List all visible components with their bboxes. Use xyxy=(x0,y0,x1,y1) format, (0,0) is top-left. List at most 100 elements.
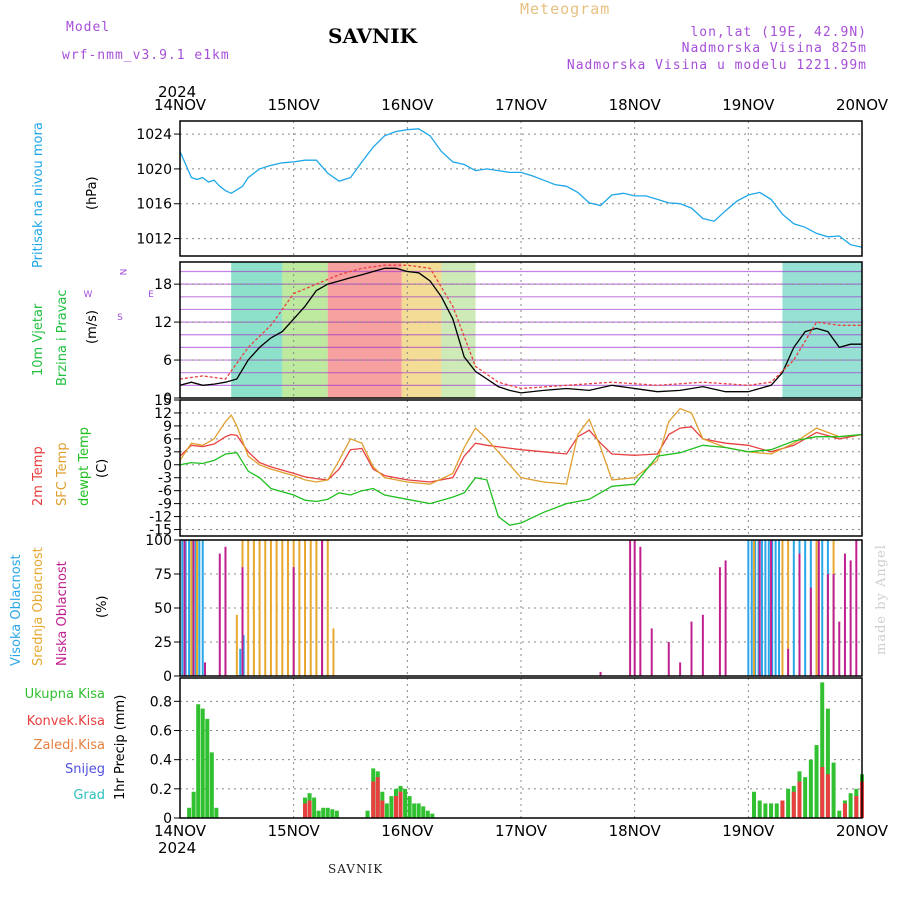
bar-mark-1 xyxy=(281,540,284,676)
y-tick-label: 0 xyxy=(163,458,172,474)
time-tick-top: 15NOV xyxy=(268,96,321,114)
bar-mark-1 xyxy=(258,540,261,676)
y-tick-label: 1016 xyxy=(136,197,172,213)
y-tick-label: 0 xyxy=(163,391,172,407)
bar-mark-0 xyxy=(191,791,196,818)
bar-mark-0 xyxy=(825,708,830,818)
y-tick-label: 15 xyxy=(154,393,172,409)
bar-mark-0 xyxy=(325,807,330,818)
panel-0: 1024 1020 1016 1012 xyxy=(136,120,863,257)
bar-mark-1 xyxy=(815,540,818,676)
bar-mark-1 xyxy=(190,540,193,676)
wind-band xyxy=(441,262,476,398)
y-tick-label: 75 xyxy=(154,567,172,583)
bar-mark-0 xyxy=(334,810,339,818)
bar-mark-1 xyxy=(780,800,785,818)
elevation-label: Nadmorska Visina 825m xyxy=(681,41,867,56)
bar-mark-1 xyxy=(196,540,199,676)
bar-mark-2 xyxy=(241,567,244,676)
bar-mark-1 xyxy=(286,540,289,676)
bar-mark-0 xyxy=(808,759,813,818)
y-tick-label: 25 xyxy=(154,635,172,651)
bar-mark-2 xyxy=(787,648,790,676)
bar-mark-1 xyxy=(380,800,385,818)
y-tick-label: 12 xyxy=(154,315,172,331)
bar-mark-2 xyxy=(770,540,773,676)
panel-3: 100 75 50 25 0 xyxy=(145,533,863,685)
time-tick-top: 19NOV xyxy=(722,96,775,114)
footer-station: SAVNIK xyxy=(328,862,384,876)
bar-mark-0 xyxy=(407,796,412,818)
bar-mark-0 xyxy=(803,777,808,818)
bar-mark-1 xyxy=(787,540,790,676)
bar-mark-0 xyxy=(188,540,191,676)
bar-mark-0 xyxy=(403,788,408,818)
y-tick-label: 0.8 xyxy=(150,694,172,710)
y-tick-label: 100 xyxy=(145,533,172,549)
bar-mark-0 xyxy=(752,791,757,818)
y-tick-label: 3 xyxy=(163,445,172,461)
y-tick-label: 6 xyxy=(163,353,172,369)
precip-legend-4: Grad xyxy=(73,788,105,803)
bar-mark-1 xyxy=(854,796,859,818)
bar-mark-0 xyxy=(205,718,210,818)
bar-mark-1 xyxy=(398,791,403,818)
series-line-1 xyxy=(179,407,863,485)
time-tick-bottom: 18NOV xyxy=(609,822,662,840)
bar-mark-0 xyxy=(330,809,335,818)
bar-mark-2 xyxy=(701,614,704,676)
series-line-0 xyxy=(179,267,862,394)
bar-mark-1 xyxy=(307,800,312,818)
bar-mark-0 xyxy=(774,803,779,818)
bar-mark-2 xyxy=(224,546,227,676)
bar-mark-0 xyxy=(412,803,417,818)
bar-mark-1 xyxy=(797,781,802,818)
panel-frame xyxy=(179,677,863,819)
y-tick-label: 18 xyxy=(154,277,172,293)
bar-mark-2 xyxy=(817,540,820,676)
bar-mark-1 xyxy=(332,628,335,676)
y-tick-label: -6 xyxy=(158,484,172,500)
bar-mark-0 xyxy=(384,803,389,818)
bar-mark-0 xyxy=(416,803,421,818)
bar-mark-2 xyxy=(798,553,801,676)
bar-mark-0 xyxy=(187,807,192,818)
y-tick-label: 1024 xyxy=(136,127,172,143)
precip-legend-1: Konvek.Kisa xyxy=(27,714,105,729)
bar-mark-1 xyxy=(252,540,255,676)
bar-mark-2 xyxy=(292,567,295,676)
bar-mark-1 xyxy=(315,540,318,676)
bar-mark-0 xyxy=(848,793,853,818)
bar-mark-0 xyxy=(209,752,214,818)
bar-mark-0 xyxy=(242,635,245,676)
y-tick-label: 6 xyxy=(163,432,172,448)
y-tick-label: 0.4 xyxy=(150,753,172,769)
mid-cloud-axis-title: Srednja Oblacnost xyxy=(31,547,46,666)
precip-legend-0: Ukupna Kisa xyxy=(25,687,105,702)
time-tick-bottom: 20NOV xyxy=(836,822,889,840)
wind-band xyxy=(231,262,283,398)
bar-mark-1 xyxy=(842,803,847,818)
panel-frame xyxy=(179,261,863,399)
bar-mark-2 xyxy=(633,540,636,676)
wind-axis-title-2: Brzina i Pravac xyxy=(55,289,70,386)
bar-mark-2 xyxy=(204,662,207,676)
bar-mark-0 xyxy=(200,708,205,818)
bar-mark-0 xyxy=(754,540,757,676)
time-tick-bottom: 19NOV xyxy=(722,822,775,840)
bar-mark-1 xyxy=(264,540,267,676)
bar-mark-2 xyxy=(192,540,195,676)
bar-mark-1 xyxy=(375,777,380,818)
bar-mark-1 xyxy=(247,540,250,676)
y-tick-label: 0.6 xyxy=(150,724,172,740)
time-tick-top: 18NOV xyxy=(609,96,662,114)
precip-unit: 1hr Precip (mm) xyxy=(113,695,128,800)
bar-mark-0 xyxy=(804,540,807,676)
dewpt-axis-title: dewpt Temp xyxy=(77,427,92,506)
bar-mark-0 xyxy=(365,810,370,818)
lonlat-label: lon,lat (19E, 42.9N) xyxy=(690,25,867,40)
precip-legend-2: Zaledj.Kisa xyxy=(34,738,105,753)
bar-mark-2 xyxy=(650,628,653,676)
y-tick-label: 1012 xyxy=(136,232,172,248)
